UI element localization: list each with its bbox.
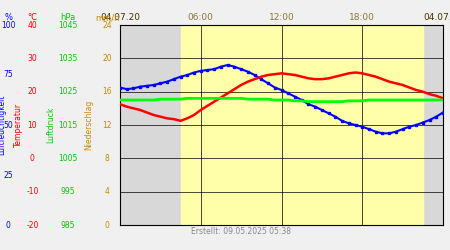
- Text: 0: 0: [30, 154, 35, 163]
- Text: 04.07.20: 04.07.20: [423, 14, 450, 22]
- Text: 1045: 1045: [58, 20, 77, 30]
- Text: 75: 75: [3, 70, 13, 80]
- Text: 50: 50: [3, 120, 13, 130]
- Text: 0: 0: [105, 220, 109, 230]
- Text: 16: 16: [102, 87, 112, 96]
- Text: 30: 30: [27, 54, 37, 63]
- Text: °C: °C: [27, 14, 37, 22]
- Text: 1015: 1015: [58, 120, 77, 130]
- Text: 12: 12: [102, 120, 112, 130]
- Text: 995: 995: [60, 187, 75, 196]
- Text: 25: 25: [3, 170, 13, 179]
- Text: Niederschlag: Niederschlag: [85, 100, 94, 150]
- Text: 985: 985: [60, 220, 75, 230]
- Text: %: %: [4, 14, 12, 22]
- Text: 4: 4: [105, 187, 109, 196]
- Text: -10: -10: [26, 187, 39, 196]
- Text: 1025: 1025: [58, 87, 77, 96]
- Text: 100: 100: [1, 20, 15, 30]
- Text: hPa: hPa: [60, 14, 75, 22]
- Text: 20: 20: [102, 54, 112, 63]
- Text: -20: -20: [26, 220, 39, 230]
- Bar: [180, 25, 423, 225]
- Text: 18:00: 18:00: [349, 14, 375, 22]
- Text: Erstellt: 09.05.2025 05:38: Erstellt: 09.05.2025 05:38: [191, 228, 291, 236]
- Text: 24: 24: [102, 20, 112, 30]
- Text: 1005: 1005: [58, 154, 77, 163]
- Text: 1035: 1035: [58, 54, 77, 63]
- Text: Luftdruck: Luftdruck: [46, 107, 55, 143]
- Text: Luftfeuchtigkeit: Luftfeuchtigkeit: [0, 95, 6, 155]
- Text: 06:00: 06:00: [188, 14, 214, 22]
- Text: 40: 40: [27, 20, 37, 30]
- Text: 0: 0: [6, 220, 10, 230]
- Text: mm/h: mm/h: [95, 14, 119, 22]
- Text: 20: 20: [27, 87, 37, 96]
- Text: 04.07.20: 04.07.20: [100, 14, 140, 22]
- Text: 12:00: 12:00: [269, 14, 294, 22]
- Text: 8: 8: [105, 154, 109, 163]
- Text: 10: 10: [27, 120, 37, 130]
- Text: Temperatur: Temperatur: [14, 103, 23, 147]
